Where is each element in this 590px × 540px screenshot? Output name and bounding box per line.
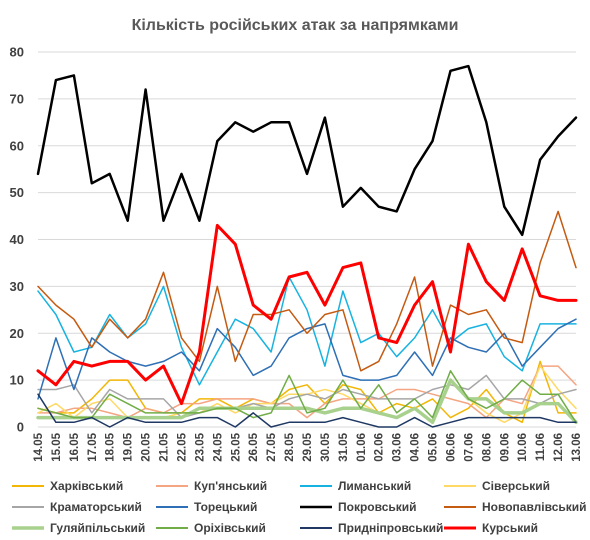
y-tick-label: 40 <box>10 232 24 247</box>
x-tick-label: 24.05 <box>212 432 224 461</box>
x-tick-label: 21.05 <box>159 432 171 461</box>
x-tick-label: 03.06 <box>392 433 404 462</box>
x-tick-label: 18.05 <box>105 432 117 461</box>
y-tick-label: 30 <box>10 279 24 294</box>
chart-title: Кількість російських атак за напрямками <box>132 17 459 34</box>
x-tick-label: 05.06 <box>428 433 440 462</box>
x-tick-label: 30.05 <box>320 432 332 461</box>
x-tick-label: 14.05 <box>33 432 45 461</box>
legend-label: Оріхівський <box>194 521 266 535</box>
series-line <box>36 223 578 406</box>
series-line <box>37 210 577 372</box>
series-line <box>37 360 577 424</box>
legend-label: Куп'янський <box>194 479 267 493</box>
x-tick-label: 20.05 <box>141 432 153 461</box>
gridlines <box>38 51 576 428</box>
x-tick-label: 02.06 <box>374 433 386 462</box>
x-tick-label: 19.05 <box>123 432 135 461</box>
legend: Харківський Куп'янський Лиманський Сіверськ… <box>12 479 587 535</box>
x-tick-label: 01.06 <box>356 433 368 462</box>
x-tick-label: 27.05 <box>266 432 278 461</box>
x-tick-label: 13.06 <box>571 433 583 462</box>
y-tick-label: 10 <box>10 373 24 388</box>
legend-label: Харківський <box>50 479 123 493</box>
x-tick-label: 28.05 <box>284 432 296 461</box>
x-tick-label: 04.06 <box>410 433 422 462</box>
series-lines <box>36 64 578 428</box>
y-tick-label: 80 <box>10 45 24 60</box>
y-tick-label: 70 <box>10 91 24 106</box>
x-tick-label: 17.05 <box>87 432 99 461</box>
x-tick-label: 29.05 <box>302 432 314 461</box>
legend-label: Лиманський <box>338 479 411 493</box>
y-tick-label: 50 <box>10 185 24 200</box>
legend-label: Придніпровський <box>338 521 443 535</box>
x-tick-label: 06.06 <box>445 433 457 462</box>
x-tick-label: 09.06 <box>499 433 511 462</box>
x-tick-label: 16.05 <box>69 432 81 461</box>
x-tick-label: 12.06 <box>553 433 565 462</box>
legend-label: Новопавлівський <box>482 500 587 514</box>
x-tick-label: 22.05 <box>176 432 188 461</box>
y-tick-label: 0 <box>17 420 24 435</box>
x-tick-label: 15.05 <box>51 432 63 461</box>
series-line <box>37 393 577 428</box>
x-tick-label: 31.05 <box>338 432 350 461</box>
x-tick-label: 23.05 <box>194 432 206 461</box>
y-axis-ticks: 0 10 20 30 40 50 60 70 80 <box>10 45 24 435</box>
series-line <box>37 374 577 419</box>
legend-label: Гуляйпільський <box>50 521 145 535</box>
legend-label: Сіверський <box>482 479 550 493</box>
x-tick-label: 11.06 <box>535 433 547 461</box>
x-axis-ticks: 14.05 15.05 16.05 17.05 18.05 19.05 20.05 21.05… <box>33 432 583 461</box>
legend-label: Курський <box>482 521 538 535</box>
x-tick-label: 10.06 <box>517 433 529 462</box>
legend-label: Покровський <box>338 500 417 514</box>
y-tick-label: 20 <box>10 326 24 341</box>
legend-label: Торецький <box>194 500 257 514</box>
legend-label: Краматорський <box>50 500 142 514</box>
x-tick-label: 07.06 <box>463 433 475 462</box>
x-tick-label: 08.06 <box>481 433 493 462</box>
x-tick-label: 25.05 <box>230 432 242 461</box>
series-line <box>37 370 577 424</box>
series-line <box>36 64 578 237</box>
y-tick-label: 60 <box>10 138 24 153</box>
x-tick-label: 26.05 <box>248 432 260 461</box>
